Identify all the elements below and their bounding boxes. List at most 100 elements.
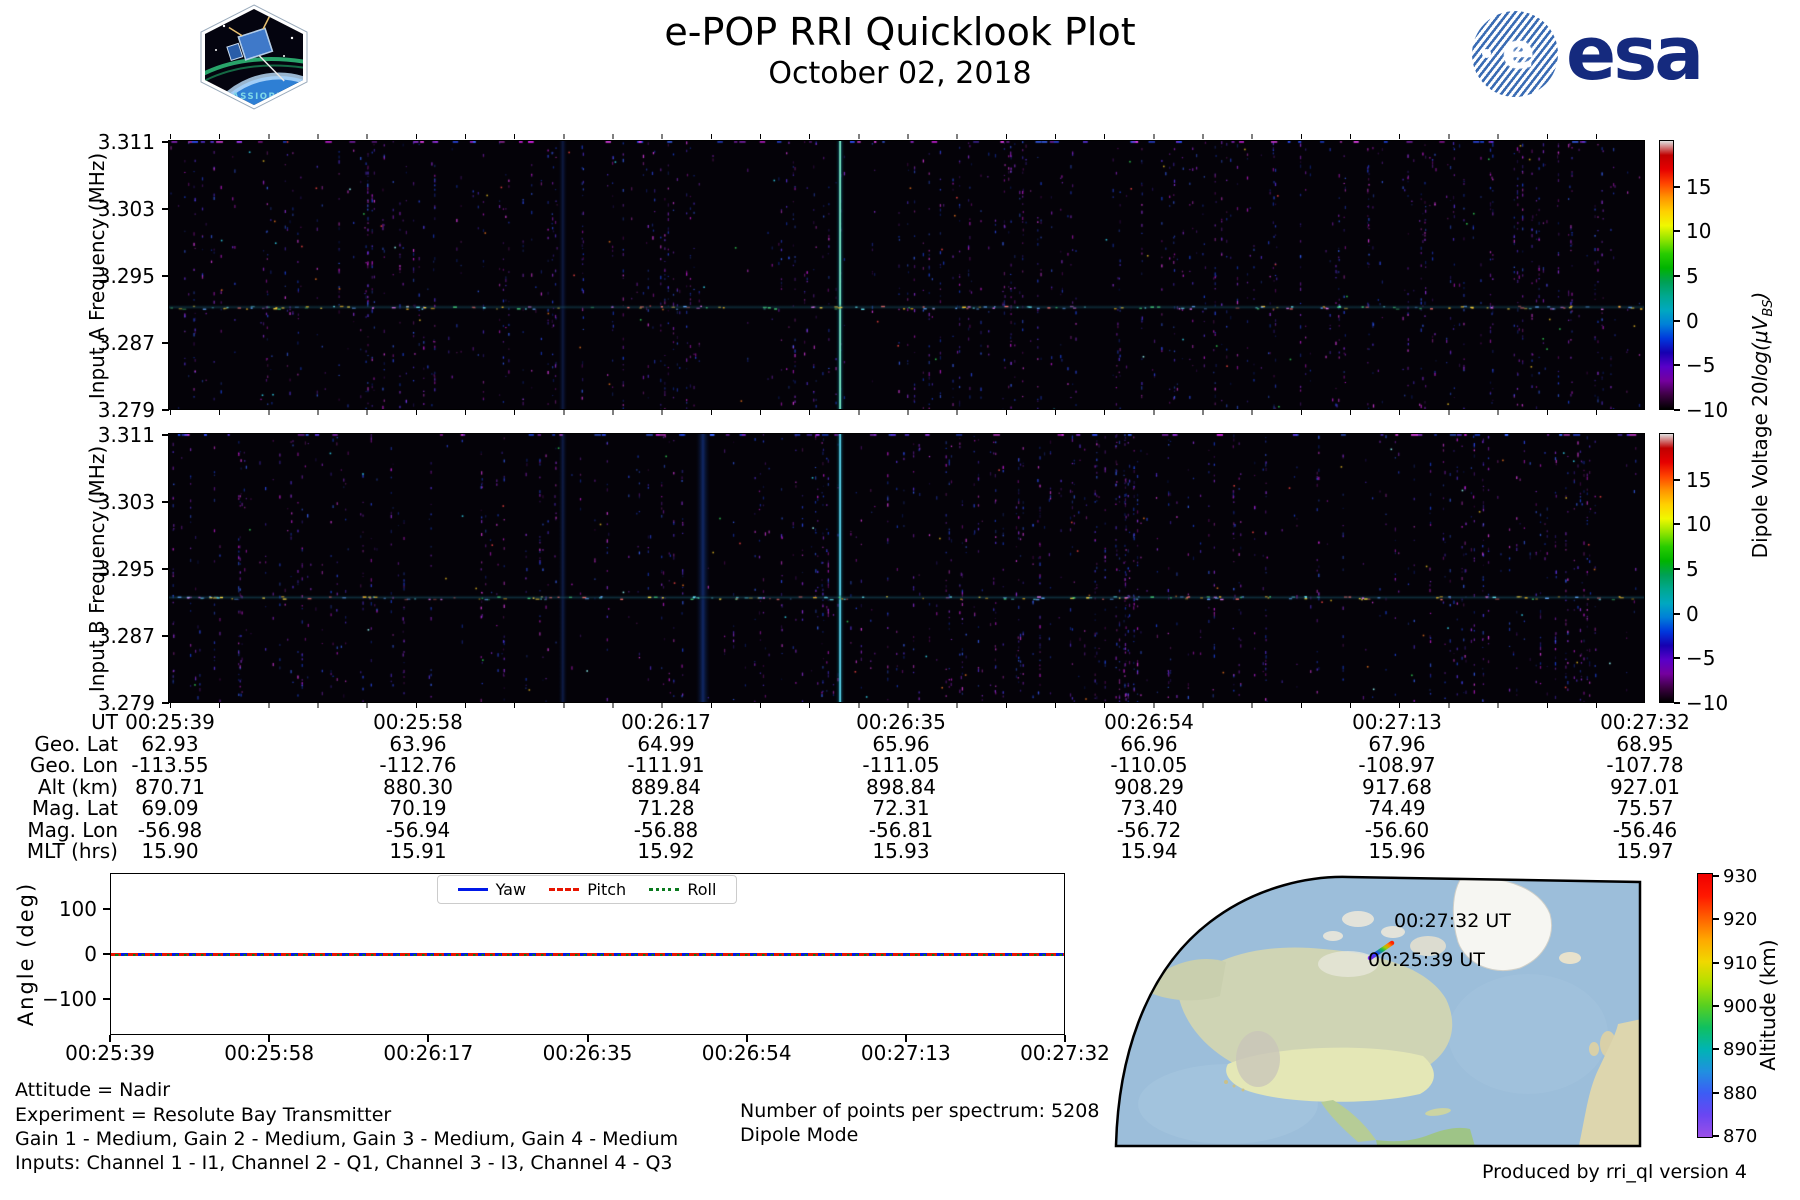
ephemeris-value: 00:25:58 — [373, 710, 463, 734]
freq-tick-label: 3.311 — [97, 423, 155, 447]
mode-note: Dipole Mode — [740, 1124, 859, 1146]
ephemeris-value: -107.78 — [1606, 753, 1684, 777]
map-iceland — [1559, 952, 1581, 964]
ephemeris-value: 73.40 — [1120, 796, 1178, 820]
freq-tick-label: 3.303 — [97, 490, 155, 514]
ephemeris-row-label: Mag. Lon — [27, 817, 118, 842]
dipole-label-close: ) — [1748, 291, 1772, 300]
ephemeris-value: -56.72 — [1116, 817, 1182, 842]
ephemeris-value: 880.30 — [383, 774, 453, 799]
dipole-colorbar-tick-label: 0 — [1686, 601, 1699, 626]
freq-tick-mark — [162, 568, 169, 570]
altitude-colorbar-label: Altitude (km) — [1756, 939, 1780, 1071]
dipole-colorbar-tick-label: −5 — [1686, 353, 1716, 378]
cassiope-badge-icon: CASSIOPE — [200, 4, 308, 110]
ground-track-map — [1114, 875, 1642, 1148]
ephemeris-value: -56.98 — [137, 817, 203, 842]
ephemeris-value: 927.01 — [1610, 774, 1680, 799]
freq-tick-mark — [162, 409, 169, 411]
roll-line — [111, 953, 1064, 956]
ephemeris-row-label: Geo. Lat — [34, 731, 118, 756]
ephemeris-value: 15.93 — [872, 839, 930, 863]
altitude-tick-mark — [1713, 1091, 1719, 1094]
freq-tick-mark — [162, 702, 169, 704]
ephemeris-row-label: Alt (km) — [37, 774, 118, 799]
angle-y-tick-mark — [103, 998, 110, 1000]
ephemeris-value: 00:25:39 — [125, 710, 215, 734]
dipole-colorbar-tick-mark — [1674, 702, 1680, 704]
dipole-colorbar-b — [1659, 433, 1674, 703]
ephemeris-value: 64.99 — [637, 731, 695, 756]
angle-x-tick-mark — [745, 1035, 748, 1042]
freq-tick-label: 3.287 — [97, 624, 155, 648]
track-end-time-label: 00:27:32 UT — [1394, 910, 1511, 932]
dipole-colorbar-tick-mark — [1674, 230, 1680, 233]
legend-item-pitch: Pitch — [549, 880, 626, 899]
altitude-tick-label: 870 — [1723, 1125, 1758, 1147]
freq-tick-mark — [162, 434, 169, 436]
ephemeris-value: 67.96 — [1368, 731, 1426, 756]
angle-x-tick-mark — [1064, 1035, 1066, 1042]
produced-by-note: Produced by rri_ql version 4 — [1482, 1161, 1747, 1183]
ephemeris-row-label: UT — [91, 710, 118, 734]
legend-label: Yaw — [495, 879, 527, 899]
ephemeris-value: -113.55 — [131, 753, 209, 777]
altitude-tick-label: 920 — [1723, 909, 1758, 931]
dipole-colorbar-tick-mark — [1674, 319, 1680, 322]
dipole-colorbar-tick-label: 0 — [1686, 308, 1699, 333]
esa-globe-icon: e — [1472, 11, 1558, 97]
ephemeris-value: 917.68 — [1362, 774, 1432, 799]
angle-y-tick-mark — [103, 908, 110, 910]
ephemeris-value: 15.92 — [637, 839, 695, 863]
dipole-colorbar-tick-label: −10 — [1686, 691, 1729, 715]
dipole-colorbar-tick-label: 10 — [1686, 512, 1712, 537]
gains-note: Gain 1 - Medium, Gain 2 - Medium, Gain 3… — [15, 1128, 679, 1150]
freq-tick-mark — [162, 141, 169, 143]
freq-tick-mark — [162, 275, 169, 277]
ephemeris-value: -108.97 — [1358, 753, 1436, 777]
dipole-colorbar-label: Dipole Voltage 20log(μVBS) — [1748, 292, 1776, 559]
ephemeris-value: 74.49 — [1368, 796, 1426, 820]
angle-x-tick-label: 00:25:39 — [65, 1041, 155, 1065]
altitude-tick-label: 900 — [1723, 995, 1758, 1017]
inputs-note: Inputs: Channel 1 - I1, Channel 2 - Q1, … — [15, 1152, 673, 1174]
angle-x-tick-label: 00:27:13 — [860, 1041, 951, 1065]
angle-x-tick-label: 00:25:58 — [224, 1041, 315, 1065]
dipole-colorbar-tick-label: −10 — [1686, 398, 1729, 422]
ephemeris-value: 72.31 — [872, 796, 930, 820]
ephemeris-value: 62.93 — [141, 731, 199, 756]
altitude-tick-mark — [1713, 875, 1719, 877]
ephemeris-value: -111.91 — [627, 753, 705, 777]
map-central-america — [1376, 1127, 1476, 1146]
plot-title: e-POP RRI Quicklook Plot — [664, 10, 1136, 54]
ephemeris-value: -56.94 — [385, 817, 451, 842]
angle-x-tick-mark — [268, 1035, 271, 1042]
ephemeris-value: 70.19 — [389, 796, 447, 820]
dipole-label-prefix: Dipole Voltage 20 — [1748, 381, 1772, 559]
freq-tick-label: 3.279 — [97, 398, 155, 422]
legend-item-yaw: Yaw — [457, 879, 527, 899]
cassiope-badge-label: CASSIOPE — [224, 92, 283, 102]
ephemeris-value: 898.84 — [866, 774, 936, 799]
ephemeris-row-label: Geo. Lon — [29, 753, 118, 777]
ephemeris-value: 68.95 — [1616, 731, 1674, 756]
dipole-colorbar-tick-mark — [1674, 409, 1680, 411]
freq-tick-mark — [162, 342, 169, 344]
ephemeris-value: 69.09 — [141, 796, 199, 820]
freq-tick-label: 3.303 — [97, 197, 155, 221]
dipole-colorbar-tick-mark — [1674, 612, 1680, 615]
legend-label: Roll — [687, 879, 717, 899]
ephemeris-value: 00:26:17 — [621, 710, 711, 734]
ephemeris-value: 15.94 — [1120, 839, 1178, 863]
dipole-colorbar-tick-mark — [1674, 478, 1680, 481]
experiment-note: Experiment = Resolute Bay Transmitter — [15, 1104, 392, 1126]
angle-legend: Yaw Pitch Roll — [437, 874, 737, 904]
angle-x-tick-label: 00:26:35 — [542, 1041, 633, 1065]
dipole-colorbar-tick-mark — [1674, 523, 1680, 526]
angle-x-tick-mark — [904, 1035, 907, 1042]
angle-y-tick-label: 0 — [84, 942, 97, 966]
dipole-colorbar-a — [1659, 140, 1674, 410]
dipole-colorbar-tick-label: 10 — [1686, 219, 1712, 244]
ephemeris-value: 15.96 — [1368, 839, 1426, 863]
